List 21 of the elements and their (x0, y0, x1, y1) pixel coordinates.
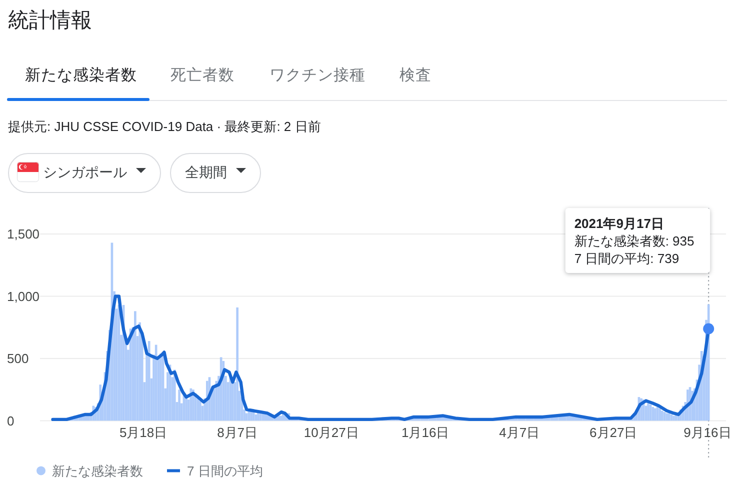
x-tick-label: 5月18日 (119, 425, 168, 440)
text: 検査 (400, 66, 432, 84)
y-tick-label: 500 (7, 351, 29, 366)
x-tick-label: 8月7日 (217, 425, 258, 440)
y-tick-label: 1,500 (7, 226, 40, 242)
text: 新たな感染者数 (25, 66, 137, 84)
text: 全期間 (185, 164, 227, 180)
legend-label: 7 日間の平均 (187, 464, 263, 479)
x-tick-label: 10月27日 (304, 425, 359, 440)
text: ワクチン接種 (270, 66, 366, 84)
y-tick-label: 0 (7, 413, 14, 428)
chart-subtitle: 提供元: JHU CSSE COVID-19 Data · 最終更新: 2 日前 (8, 119, 321, 134)
text: シンガポール (43, 164, 127, 180)
legend-label: 新たな感染者数 (52, 464, 143, 479)
text: 死亡者数 (170, 66, 234, 84)
x-tick-label: 9月16日 (684, 425, 732, 440)
x-tick-label: 6月27日 (590, 425, 638, 440)
chart-title: 統計情報 (8, 9, 92, 32)
x-tick-label: 1月16日 (402, 425, 450, 440)
y-tick-label: 1,000 (7, 288, 40, 304)
x-tick-label: 4月7日 (499, 425, 540, 440)
